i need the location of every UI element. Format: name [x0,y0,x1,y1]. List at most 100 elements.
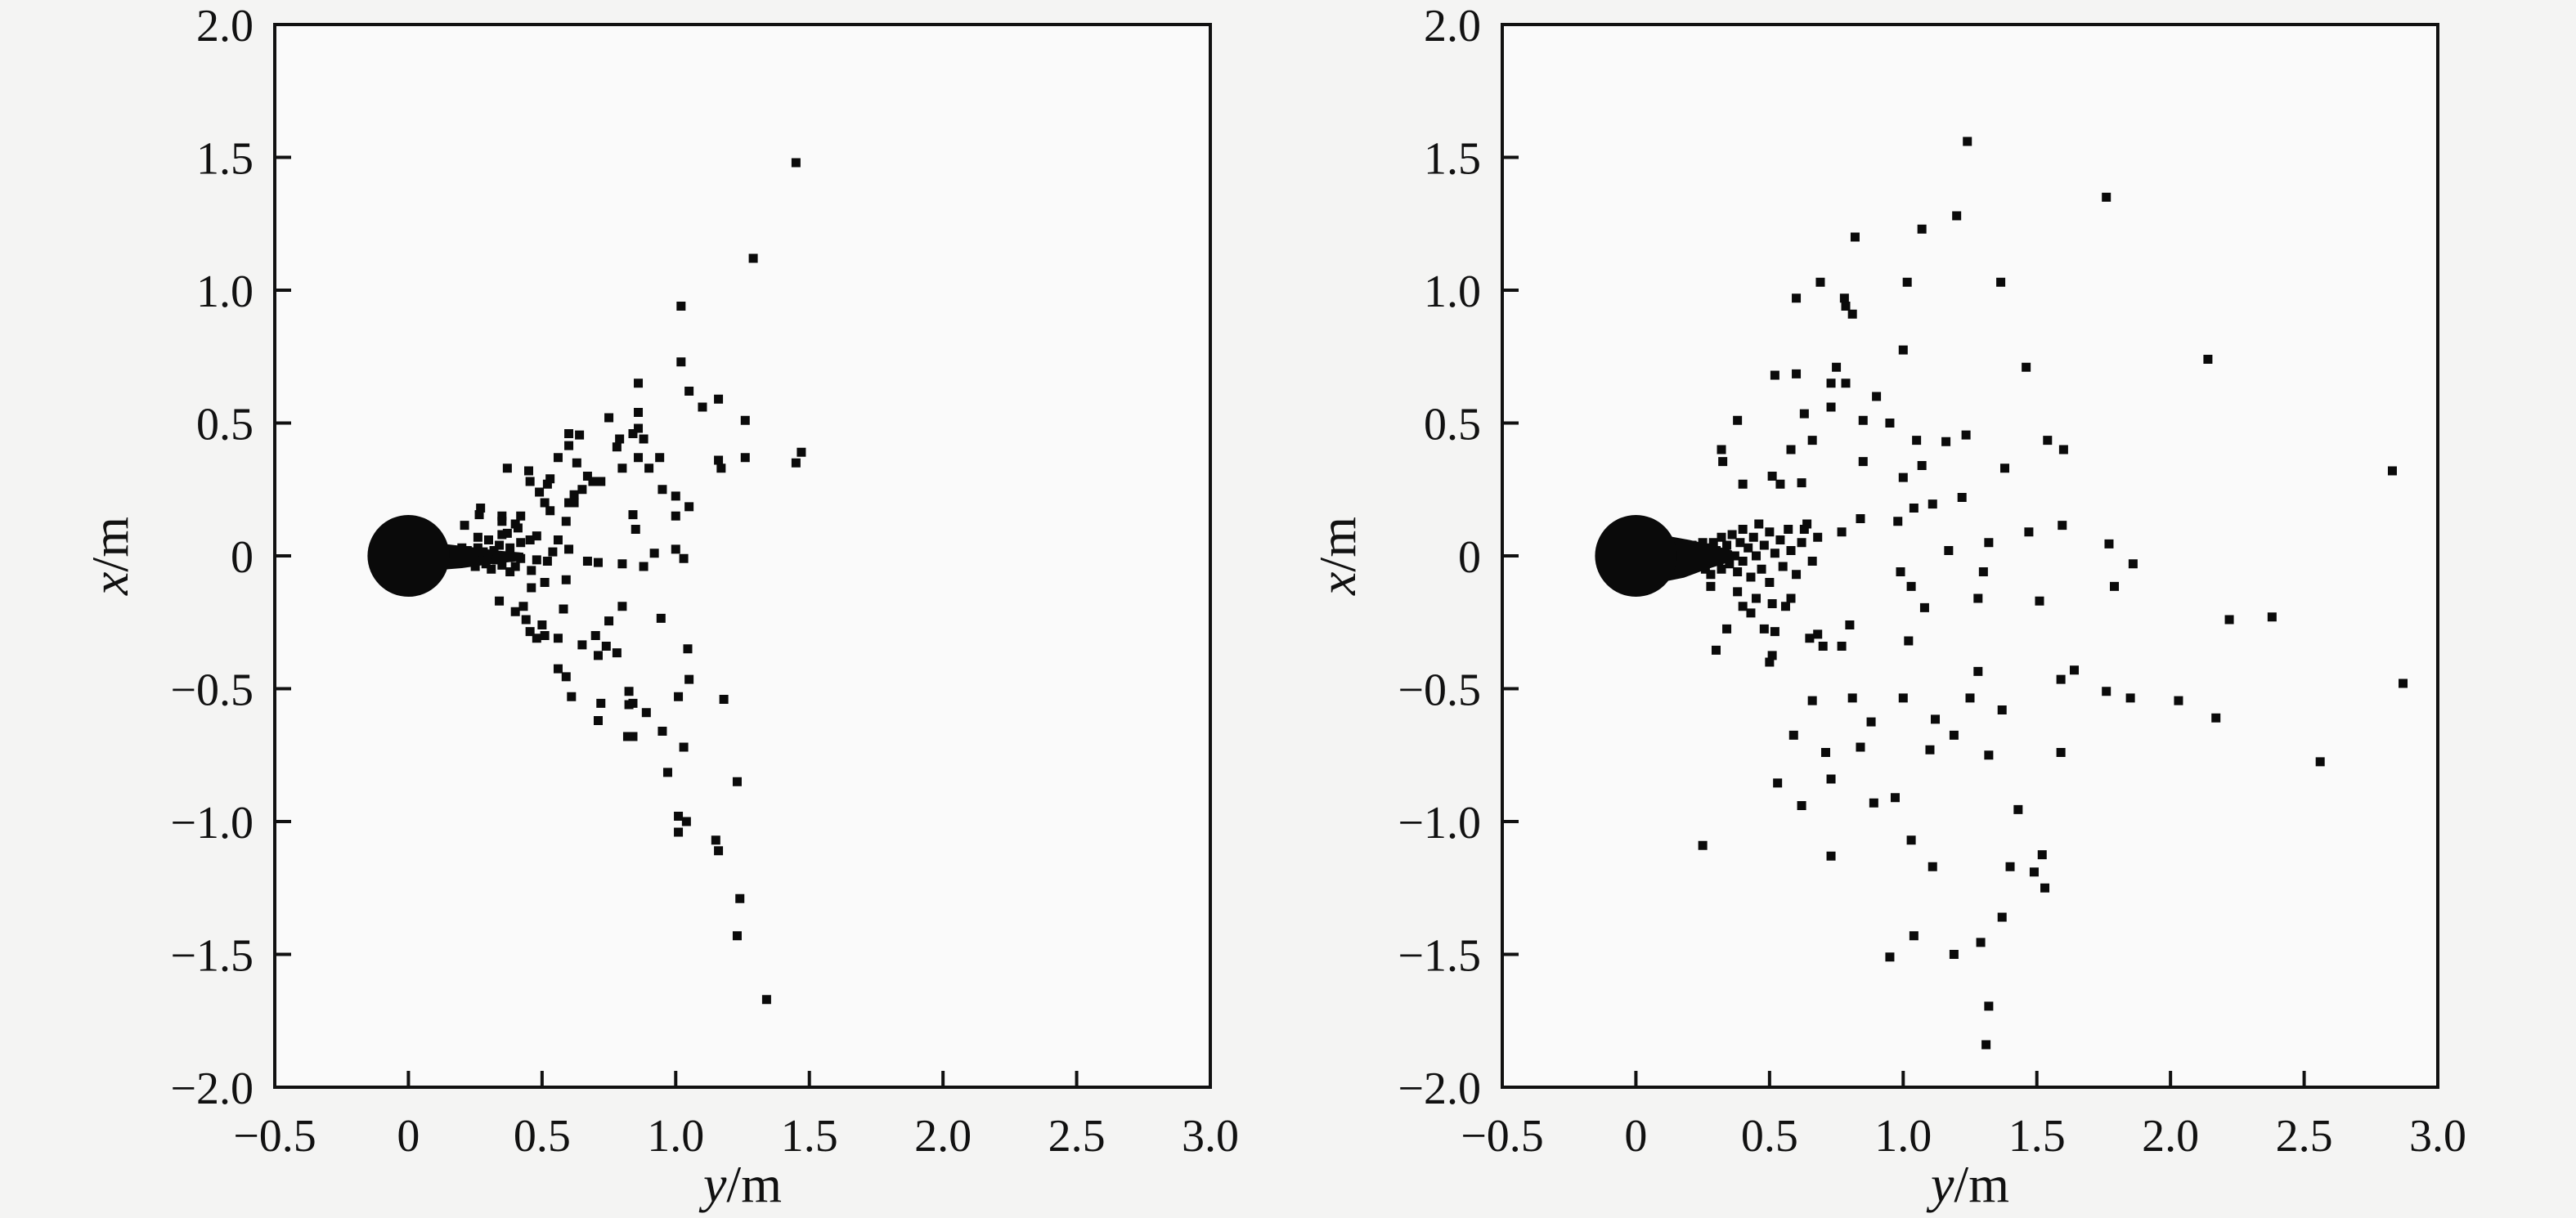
scatter-point [1722,540,1732,550]
scatter-point [1807,696,1817,705]
scatter-point [1757,564,1766,574]
scatter-point [1841,378,1851,388]
scatter-point [1847,693,1857,703]
scatter-point [1820,748,1830,757]
scatter-point [468,551,478,561]
scatter-point [740,415,750,425]
scatter-point [634,453,644,463]
scatter-point [674,827,684,837]
scatter-point [1775,535,1785,544]
scatter-point [590,631,600,640]
y-tick-label: 0.5 [1424,400,1481,450]
scatter-point [2203,355,2213,364]
scatter-point [1952,211,1962,221]
scatter-point [525,477,535,486]
scatter-point [2110,581,2120,591]
scatter-point [1765,527,1775,537]
scatter-point [674,812,684,821]
scatter-point [1754,519,1764,529]
scatter-point [676,302,686,311]
scatter-point [1928,499,1937,509]
scatter-point [567,692,577,701]
scatter-point [505,543,515,553]
y-tick-label: −1.5 [1398,931,1481,982]
scatter-point [582,557,592,566]
scatter-point [1904,636,1914,646]
scatter-point [1693,546,1703,555]
scatter-point [719,695,729,704]
scatter-point [735,893,745,903]
scatter-point [1973,666,1983,676]
scatter-point [540,498,550,508]
scatter-point [628,510,638,520]
scatter-point [714,394,724,404]
scatter-point [502,528,512,538]
scatter-point [1765,657,1775,667]
scatter-point [474,510,484,520]
scatter-point [1784,525,1793,534]
scatter-point [1746,572,1756,582]
scatter-point [1813,629,1823,639]
scatter-point [1869,798,1878,808]
scatter-point [1738,479,1748,489]
scatter-point [1858,415,1868,425]
scatter-point [1856,514,1865,523]
scatter-point [582,472,592,481]
x-tick-label: 1.5 [2008,1111,2066,1162]
scatter-point [1695,559,1705,569]
scatter-point [1837,527,1847,537]
scatter-point [588,477,598,486]
scatter-point [2211,713,2221,723]
scatter-point [1928,862,1937,871]
scatter-point [698,402,707,412]
scatter-point [1845,620,1855,629]
scatter-point [1925,745,1935,755]
scatter-point [2069,665,2079,675]
scatter-point [1717,564,1726,574]
source-circle [367,514,450,598]
scatter-point [1949,730,1959,740]
scatter-point [1832,362,1842,372]
scatter-point [1746,608,1756,618]
scatter-point [2224,615,2234,625]
y-tick-label: 1.0 [196,266,254,317]
scatter-point [569,490,579,499]
scatter-point [2035,596,2044,606]
x-axis-label: y/m [1926,1155,2009,1213]
scatter-point [676,357,686,367]
scatter-point [1690,551,1699,561]
scatter-point [671,491,680,501]
scatter-point [1893,517,1903,526]
scatter-point [1792,369,1802,378]
scatter-point [497,511,507,521]
scatter-point [1799,525,1809,534]
scatter-point [1944,546,1954,555]
scatter-point [1807,557,1817,566]
scatter-point [1813,532,1823,542]
scatter-point [593,558,603,567]
scatter-point [639,562,648,571]
scatter-point [455,557,464,566]
scatter-panel-left: −0.5 0 0.5 1.0 1.5 2.0 2.5 3.0 −2.0 −1.5 −1.0 −0.5 0… [81,1,1239,1213]
scatter-point [791,158,801,168]
scatter-point [2056,748,2066,757]
scatter-point [1687,540,1697,550]
scatter-point [2399,678,2408,688]
scatter-point [1767,599,1777,608]
scatter-point [1687,562,1697,571]
scatter-point [684,674,694,684]
x-tick-label: 2.0 [2142,1111,2199,1162]
scatter-point [1786,445,1796,455]
source-circle [1595,514,1677,598]
scatter-point [1807,436,1817,446]
y-tick-label: 1.5 [1424,134,1481,185]
scatter-point [1981,1040,1991,1050]
scatter-point [1898,345,1908,355]
scatter-point [497,517,507,526]
scatter-point [1714,557,1724,566]
scatter-point [1973,593,1983,603]
axes-box [1501,23,2439,1089]
scatter-point [1898,693,1908,703]
scatter-point [1885,952,1895,962]
